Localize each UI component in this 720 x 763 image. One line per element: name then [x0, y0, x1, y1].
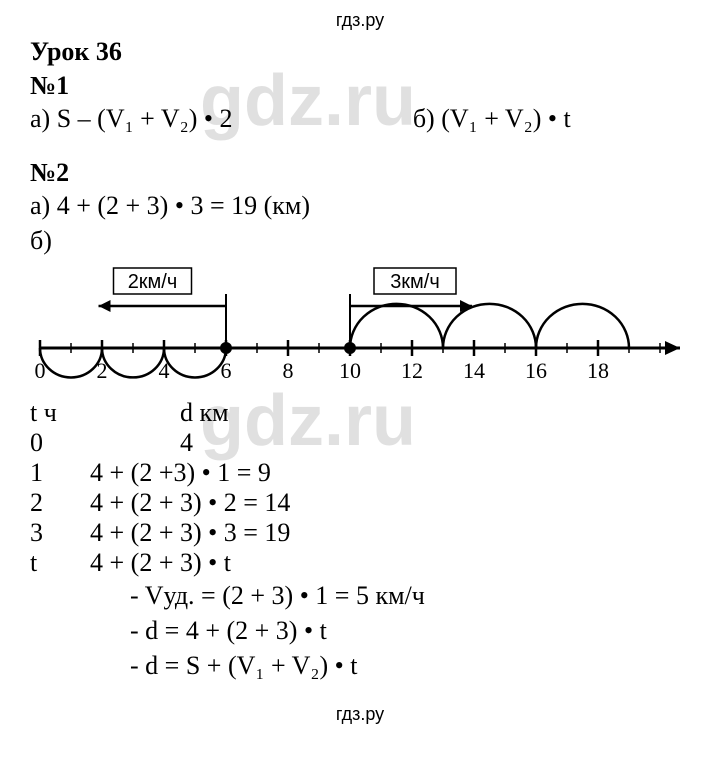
svg-text:12: 12 — [401, 358, 423, 383]
question-2-number: №2 — [30, 158, 690, 188]
table-cell-d: 4 + (2 + 3) • 3 = 19 — [90, 518, 690, 548]
table-header-d: d км — [90, 398, 690, 428]
svg-text:16: 16 — [525, 358, 547, 383]
table-row: 24 + (2 + 3) • 2 = 14 — [30, 488, 690, 518]
svg-text:18: 18 — [587, 358, 609, 383]
site-header: гдз.ру — [30, 10, 690, 31]
table-row: 14 + (2 +3) • 1 = 9 — [30, 458, 690, 488]
q2-part-a: а) 4 + (2 + 3) • 3 = 19 (км) — [30, 188, 690, 223]
table-cell-d: 4 + (2 + 3) • 2 = 14 — [90, 488, 690, 518]
q1-part-b: б) (V₁ + V₂) • t — [413, 101, 690, 136]
q1-part-a: а) S – (V₁ + V₂) • 2 — [30, 101, 413, 136]
question-1-number: №1 — [30, 71, 690, 101]
distance-table: t ч d км 0414 + (2 +3) • 1 = 924 + (2 + … — [30, 398, 690, 578]
table-cell-t: 2 — [30, 488, 90, 518]
table-row: t4 + (2 + 3) • t — [30, 548, 690, 578]
conclusion-line: - Vуд. = (2 + 3) • 1 = 5 км/ч — [130, 578, 690, 613]
svg-text:3км/ч: 3км/ч — [390, 271, 440, 293]
table-row: 34 + (2 + 3) • 3 = 19 — [30, 518, 690, 548]
table-cell-d: 4 + (2 + 3) • t — [90, 548, 690, 578]
lesson-title: Урок 36 — [30, 37, 690, 67]
table-header-t: t ч — [30, 398, 90, 428]
table-cell-d: 4 — [90, 428, 690, 458]
table-cell-t: t — [30, 548, 90, 578]
conclusion-list: - Vуд. = (2 + 3) • 1 = 5 км/ч- d = 4 + (… — [30, 578, 690, 683]
table-cell-t: 1 — [30, 458, 90, 488]
conclusion-line: - d = 4 + (2 + 3) • t — [130, 613, 690, 648]
number-line-diagram: 0246810121416182км/ч3км/ч — [30, 258, 690, 398]
table-row: 04 — [30, 428, 690, 458]
conclusion-line: - d = S + (V₁ + V₂) • t — [130, 648, 690, 683]
q2-part-b-label: б) — [30, 223, 690, 258]
svg-text:2км/ч: 2км/ч — [128, 271, 178, 293]
site-footer: гдз.ру — [30, 704, 690, 725]
table-cell-t: 0 — [30, 428, 90, 458]
table-cell-t: 3 — [30, 518, 90, 548]
table-cell-d: 4 + (2 +3) • 1 = 9 — [90, 458, 690, 488]
svg-text:10: 10 — [339, 358, 361, 383]
svg-text:8: 8 — [283, 358, 294, 383]
svg-text:14: 14 — [463, 358, 485, 383]
